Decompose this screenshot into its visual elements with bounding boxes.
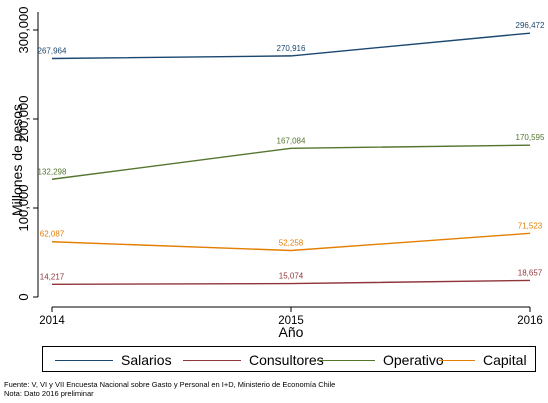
y-tick-label: 0 (16, 293, 31, 300)
data-label: 18,657 (518, 268, 543, 277)
data-label: 52,258 (279, 238, 304, 247)
legend-swatch-consultores (183, 359, 241, 361)
series-line-capital (51, 232, 531, 252)
data-label: 170,595 (516, 133, 545, 142)
legend-swatch-salarios (55, 359, 113, 361)
series-line-salarios (51, 32, 531, 60)
series-line-consultores (51, 279, 531, 286)
legend-swatch-capital (439, 359, 475, 361)
legend-label-capital: Capital (483, 352, 527, 368)
data-label: 71,523 (518, 221, 543, 230)
legend-item-salarios: Salarios (55, 351, 172, 369)
legend-label-operativo: Operativo (383, 352, 444, 368)
data-label: 14,217 (40, 272, 65, 281)
data-label: 15,074 (279, 272, 304, 281)
axes: 0 100,000 200,000 300,000 2014 2015 2016 (16, 7, 543, 328)
data-label: 296,472 (516, 21, 545, 30)
legend-item-consultores: Consultores (183, 351, 324, 369)
data-label: 132,298 (38, 167, 67, 176)
x-tick-label: 2016 (517, 315, 543, 327)
y-axis-label: Millones de pesos (9, 104, 25, 216)
x-tick-label: 2014 (39, 315, 65, 327)
data-label: 270,916 (277, 44, 306, 53)
source-note: Fuente: V, VI y VII Encuesta Nacional so… (4, 380, 336, 389)
legend-item-operativo: Operativo (317, 351, 444, 369)
legend-label-consultores: Consultores (249, 352, 324, 368)
data-label: 167,084 (277, 136, 306, 145)
y-tick-label: 200,000 (16, 96, 31, 143)
y-tick-label: 100,000 (16, 185, 31, 232)
line-chart: 0 100,000 200,000 300,000 2014 2015 2016 267,9… (9, 7, 545, 341)
legend-label-salarios: Salarios (121, 352, 172, 368)
x-axis-label: Año (279, 324, 304, 340)
data-label: 267,964 (38, 47, 67, 56)
series-line-operativo (51, 144, 531, 180)
preliminary-note: Nota: Dato 2016 preliminar (4, 389, 94, 398)
data-label: 62,087 (40, 230, 65, 239)
legend-item-capital: Capital (439, 351, 527, 369)
data-labels: 267,964 270,916 296,472 14,217 15,074 18,657 1… (38, 21, 545, 281)
x-tick-label: 2015 (278, 315, 304, 327)
legend: Salarios Consultores Operativo Capital (42, 346, 536, 372)
y-tick-label: 300,000 (16, 7, 31, 54)
legend-swatch-operativo (317, 359, 375, 361)
series-lines (51, 32, 531, 286)
